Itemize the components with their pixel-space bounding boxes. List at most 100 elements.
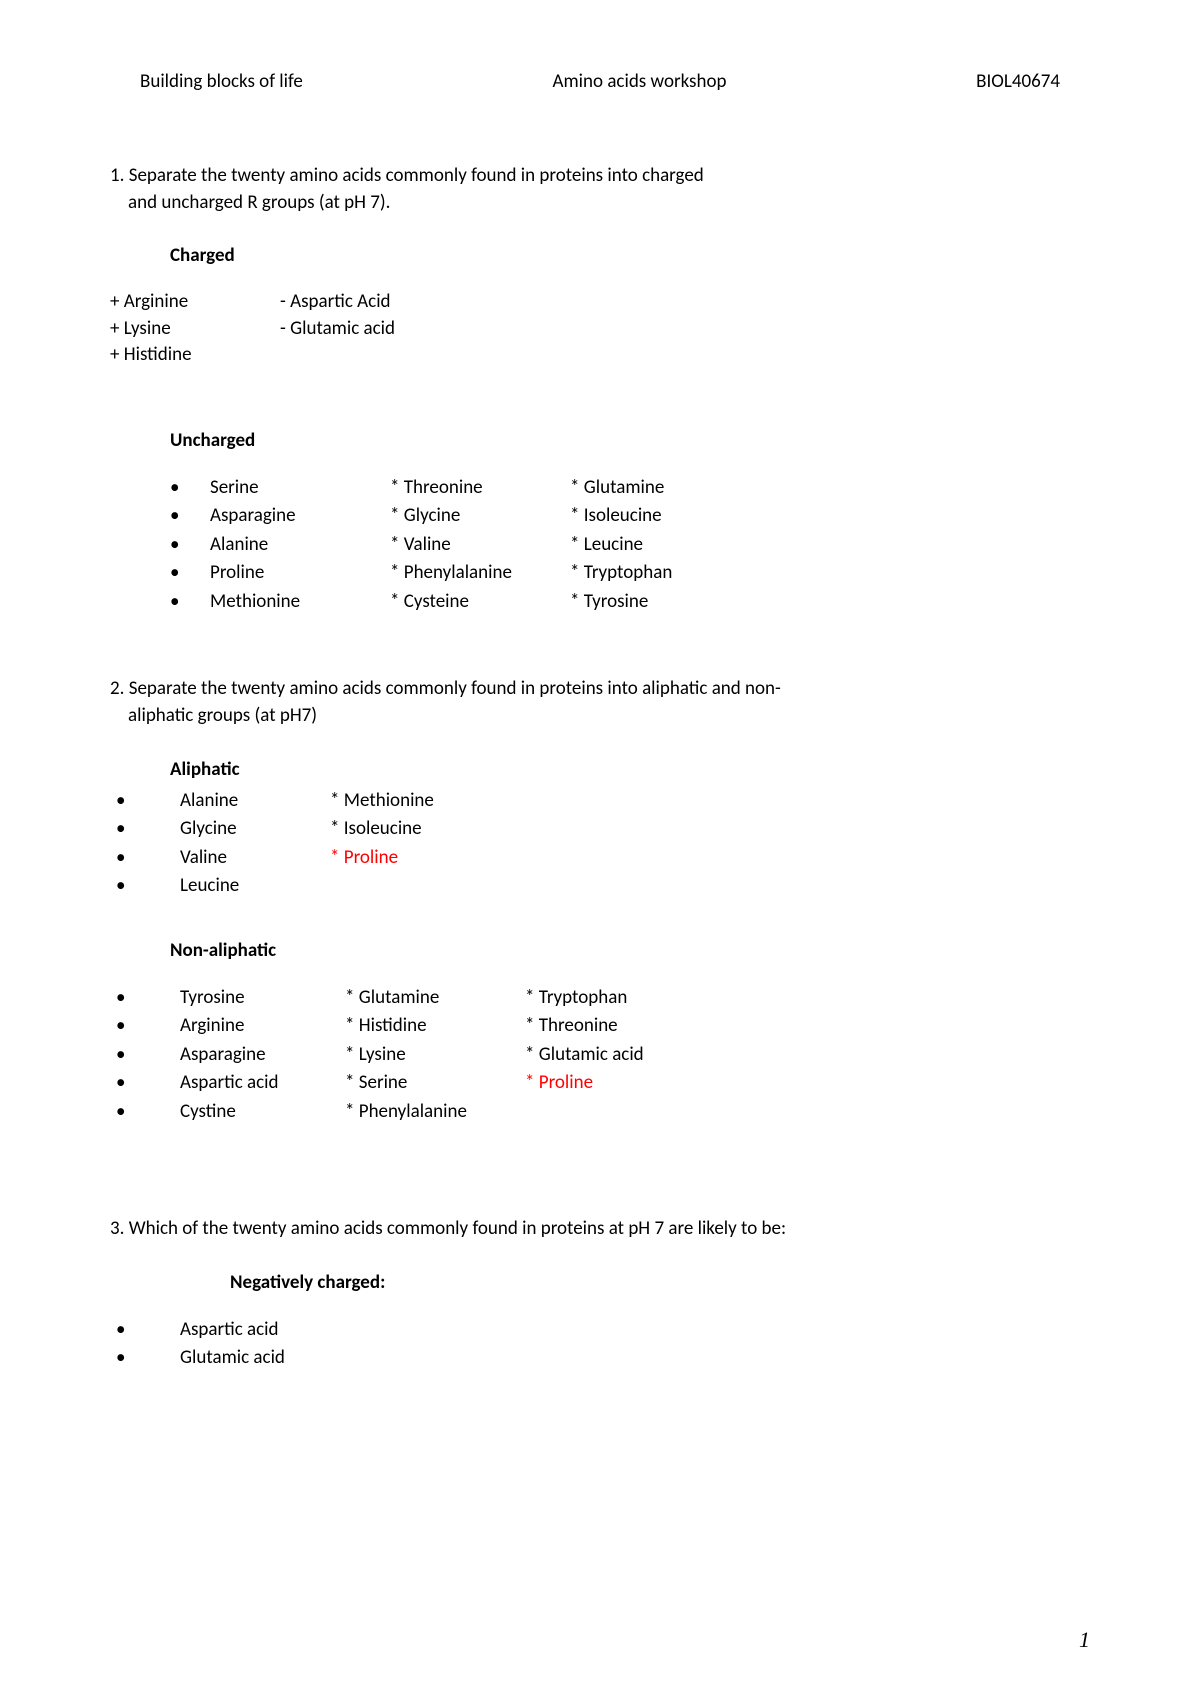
cell: * Glycine <box>390 502 570 531</box>
cell: - Glutamic acid <box>280 316 480 343</box>
list-item: + Lysine - Glutamic acid <box>110 316 1090 343</box>
cell: * Leucine <box>570 531 750 560</box>
bullet-icon: • <box>110 984 180 1013</box>
cell: * Proline <box>525 1069 705 1098</box>
q1-charged-list: + Arginine - Aspartic Acid + Lysine - Gl… <box>110 289 1090 369</box>
cell: * Lysine <box>345 1041 525 1070</box>
list-item: + Histidine <box>110 342 1090 369</box>
cell: + Lysine <box>110 316 280 343</box>
list-item: • Methionine * Cysteine * Tyrosine <box>170 588 1090 617</box>
list-item: • Arginine * Histidine * Threonine <box>110 1012 1090 1041</box>
list-item: • Serine * Threonine * Glutamine <box>170 474 1090 503</box>
cell: - Aspartic Acid <box>280 289 480 316</box>
cell: Serine <box>210 474 390 503</box>
cell: + Arginine <box>110 289 280 316</box>
cell <box>280 342 480 369</box>
cell: Asparagine <box>210 502 390 531</box>
q2-aliphatic-title: Aliphatic <box>170 758 1090 781</box>
page-header: Building blocks of life Amino acids work… <box>110 70 1090 93</box>
list-item: • Proline * Phenylalanine * Tryptophan <box>170 559 1090 588</box>
cell: * Phenylalanine <box>345 1098 525 1127</box>
q3-neg-list: • Aspartic acid • Glutamic acid <box>110 1316 1090 1373</box>
bullet-icon: • <box>110 1041 180 1070</box>
list-item: • Alanine * Valine * Leucine <box>170 531 1090 560</box>
q1-uncharged-title: Uncharged <box>170 429 1090 452</box>
bullet-icon: • <box>110 815 180 844</box>
list-item: • Cystine * Phenylalanine <box>110 1098 1090 1127</box>
cell: * Glutamine <box>570 474 750 503</box>
cell: Alanine <box>180 787 330 816</box>
cell: Cystine <box>180 1098 345 1127</box>
bullet-icon: • <box>170 588 210 617</box>
list-item: • Glutamic acid <box>110 1344 1090 1373</box>
bullet-icon: • <box>110 1012 180 1041</box>
cell: Asparagine <box>180 1041 345 1070</box>
header-center: Amino acids workshop <box>553 70 727 93</box>
bullet-icon: • <box>170 559 210 588</box>
bullet-icon: • <box>110 787 180 816</box>
cell: Alanine <box>210 531 390 560</box>
q1-charged-title: Charged <box>170 244 1090 267</box>
bullet-icon: • <box>170 502 210 531</box>
bullet-icon: • <box>110 1069 180 1098</box>
q1-line2: and uncharged R groups (at pH 7). <box>128 190 1090 217</box>
list-item: • Asparagine * Glycine * Isoleucine <box>170 502 1090 531</box>
question-2: 2. Separate the twenty amino acids commo… <box>110 676 1090 729</box>
bullet-icon: • <box>110 844 180 873</box>
header-left: Building blocks of life <box>140 70 303 93</box>
q3-neg-title: Negatively charged: <box>230 1271 1090 1294</box>
cell: * Valine <box>390 531 570 560</box>
q3-neg-title-text: Negatively charged <box>230 1271 380 1294</box>
cell: Tyrosine <box>180 984 345 1013</box>
q1-line1: 1. Separate the twenty amino acids commo… <box>110 163 1090 190</box>
cell: * Isoleucine <box>570 502 750 531</box>
cell: * Tyrosine <box>570 588 750 617</box>
colon: : <box>380 1271 385 1294</box>
bullet-icon: • <box>110 1316 180 1345</box>
q2-aliphatic-list: • Alanine * Methionine • Glycine * Isole… <box>110 787 1090 901</box>
list-item: • Glycine * Isoleucine <box>110 815 1090 844</box>
cell: * Tryptophan <box>570 559 750 588</box>
list-item: • Leucine <box>110 872 1090 901</box>
q3-text: 3. Which of the twenty amino acids commo… <box>110 1216 1090 1243</box>
cell: Arginine <box>180 1012 345 1041</box>
cell: * Glutamic acid <box>525 1041 705 1070</box>
cell: * Threonine <box>525 1012 705 1041</box>
cell: * Histidine <box>345 1012 525 1041</box>
cell: * Cysteine <box>390 588 570 617</box>
cell: * Phenylalanine <box>390 559 570 588</box>
list-item: • Asparagine * Lysine * Glutamic acid <box>110 1041 1090 1070</box>
cell: * Glutamine <box>345 984 525 1013</box>
cell: Valine <box>180 844 330 873</box>
cell: * Proline <box>330 844 510 873</box>
list-item: • Alanine * Methionine <box>110 787 1090 816</box>
list-item: • Aspartic acid * Serine * Proline <box>110 1069 1090 1098</box>
q1-uncharged-list: • Serine * Threonine * Glutamine • Aspar… <box>170 474 1090 617</box>
cell: * Serine <box>345 1069 525 1098</box>
q2-nonaliphatic-list: • Tyrosine * Glutamine * Tryptophan • Ar… <box>110 984 1090 1127</box>
cell: * Isoleucine <box>330 815 510 844</box>
q2-line2: aliphatic groups (at pH7) <box>128 703 1090 730</box>
list-item: + Arginine - Aspartic Acid <box>110 289 1090 316</box>
cell: + Histidine <box>110 342 280 369</box>
bullet-icon: • <box>110 872 180 901</box>
bullet-icon: • <box>170 474 210 503</box>
bullet-icon: • <box>110 1344 180 1373</box>
cell: * Threonine <box>390 474 570 503</box>
bullet-icon: • <box>110 1098 180 1127</box>
page: Building blocks of life Amino acids work… <box>0 0 1200 1698</box>
cell: Leucine <box>180 872 330 901</box>
question-3: 3. Which of the twenty amino acids commo… <box>110 1216 1090 1243</box>
cell: * Methionine <box>330 787 510 816</box>
q2-line1: 2. Separate the twenty amino acids commo… <box>110 676 1090 703</box>
cell: Aspartic acid <box>180 1069 345 1098</box>
bullet-icon: • <box>170 531 210 560</box>
question-1: 1. Separate the twenty amino acids commo… <box>110 163 1090 216</box>
cell: Glutamic acid <box>180 1344 285 1373</box>
cell: Glycine <box>180 815 330 844</box>
list-item: • Aspartic acid <box>110 1316 1090 1345</box>
q2-nonaliphatic-title: Non-aliphatic <box>170 939 1090 962</box>
cell: Proline <box>210 559 390 588</box>
cell: Methionine <box>210 588 390 617</box>
cell: Aspartic acid <box>180 1316 279 1345</box>
